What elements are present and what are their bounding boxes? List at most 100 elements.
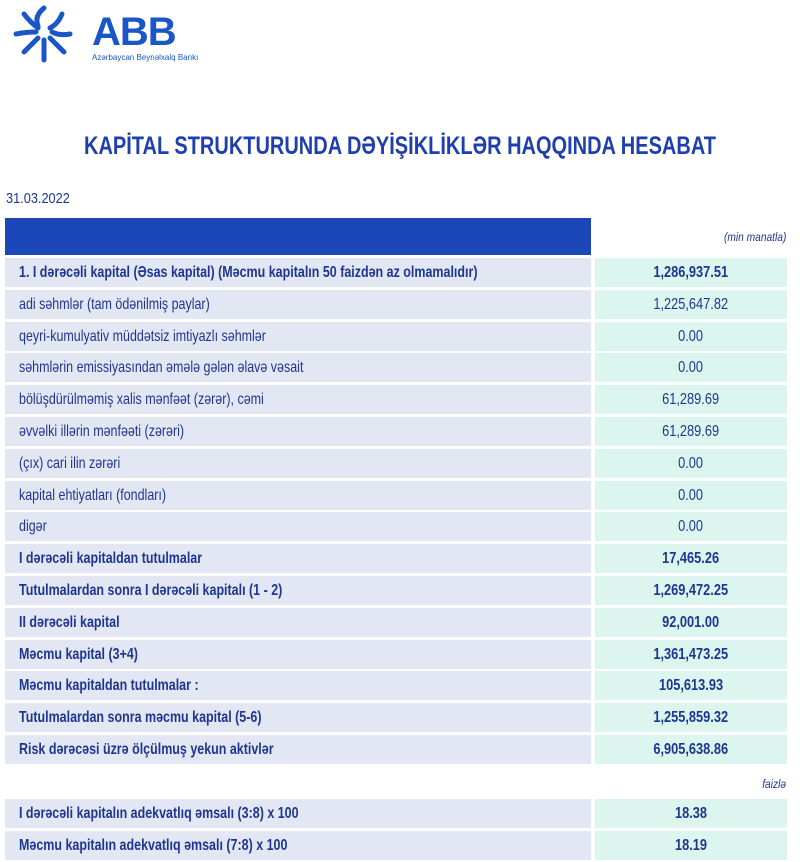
row-value-cell: 0.00 — [595, 321, 787, 351]
row-label-cell: 1. I dərəcəli kapital (Əsas kapital) (Mə… — [5, 258, 591, 287]
table-row: əvvəlki illərin mənfəəti (zərəri) 61,289.… — [5, 417, 787, 446]
row-value: 0.00 — [678, 486, 704, 504]
table-row: Tutulmalardan sonra I dərəcəli kapitalı … — [5, 576, 787, 605]
table-row: (çıx) cari ilin zərəri 0.00 — [5, 448, 787, 478]
page-title: KAPİTAL STRUKTURUNDA DƏYİŞİKLİKLƏR HAQQI… — [0, 132, 800, 161]
row-value-cell: 1,269,472.25 — [595, 576, 787, 605]
row-label: əvvəlki illərin mənfəəti (zərəri) — [19, 423, 185, 440]
page-title-text: KAPİTAL STRUKTURUNDA DƏYİŞİKLİKLƏR HAQQI… — [84, 132, 716, 160]
row-value: 0.00 — [678, 454, 704, 472]
row-label-cell: Məcmu kapitaldan tutulmalar : — [5, 671, 591, 701]
row-label: qeyri-kumulyativ müddətsiz imtiyazlı səh… — [19, 327, 266, 345]
row-label: Məcmu kapitaldan tutulmalar : — [19, 677, 199, 695]
row-value-cell: 92,001.00 — [595, 607, 787, 637]
table-row: bölüşdürülməmiş xalis mənfəət (zərər), c… — [5, 385, 787, 415]
row-label: (çıx) cari ilin zərəri — [19, 454, 121, 472]
row-label: I dərəcəli kapitaldan tutulmalar — [19, 550, 203, 568]
row-value-cell: 17,465.26 — [595, 544, 787, 574]
row-value: 18.19 — [674, 837, 708, 854]
row-label: Məcmu kapital (3+4) — [19, 645, 138, 663]
row-value-cell: 1,255,859.32 — [595, 703, 787, 733]
abb-star-icon — [13, 5, 73, 63]
row-value-cell: 6,905,638.86 — [595, 735, 787, 764]
row-value: 1,361,473.25 — [653, 645, 729, 663]
row-label: Tutulmalardan sonra I dərəcəli kapitalı … — [19, 582, 283, 599]
table-row: qeyri-kumulyativ müddətsiz imtiyazlı səh… — [5, 321, 787, 351]
ratio-unit-label: faizlə — [758, 777, 786, 791]
row-label-cell: Tutulmalardan sonra I dərəcəli kapitalı … — [5, 576, 591, 605]
table-row: Məcmu kapitaldan tutulmalar : 105,613.93 — [5, 671, 787, 701]
table-row: 1. I dərəcəli kapital (Əsas kapital) (Mə… — [5, 258, 787, 287]
table-row: digər 0.00 — [5, 512, 787, 542]
row-label: Məcmu kapitalın adekvatlıq əmsalı (7:8) … — [19, 837, 288, 854]
row-value-cell: 1,225,647.82 — [595, 289, 787, 319]
row-label-cell: qeyri-kumulyativ müddətsiz imtiyazlı səh… — [5, 321, 591, 351]
row-label-cell: II dərəcəli kapital — [5, 607, 591, 637]
row-label: Tutulmalardan sonra məcmu kapital (5-6) — [19, 709, 262, 727]
table-row: Məcmu kapital (3+4) 1,361,473.25 — [5, 639, 787, 669]
row-label-cell: səhmlərin emissiyasından əmələ gələn əla… — [5, 353, 591, 383]
row-value-cell: 0.00 — [595, 480, 787, 510]
row-value-cell: 105,613.93 — [595, 671, 787, 701]
unit-label: (min manatla) — [713, 230, 786, 244]
row-label: səhmlərin emissiyasından əmələ gələn əla… — [19, 359, 304, 377]
row-value-cell: 0.00 — [595, 448, 787, 478]
row-label: Risk dərəcəsi üzrə ölçülmuş yekun aktivl… — [19, 741, 274, 758]
table-row: adi səhmlər (tam ödənilmiş paylar) 1,225,… — [5, 289, 787, 319]
report-date: 31.03.2022 — [6, 190, 81, 207]
row-label-cell: digər — [5, 512, 591, 542]
row-value-cell: 0.00 — [595, 353, 787, 383]
table-row: I dərəcəli kapitaldan tutulmalar 17,465.2… — [5, 544, 787, 574]
row-label-cell: Tutulmalardan sonra məcmu kapital (5-6) — [5, 703, 591, 733]
row-label: I dərəcəli kapitalın adekvatlıq əmsalı (… — [19, 805, 299, 822]
row-value: 1,269,472.25 — [653, 582, 729, 599]
row-label-cell: adi səhmlər (tam ödənilmiş paylar) — [5, 289, 591, 319]
row-value: 17,465.26 — [662, 550, 720, 568]
row-label-cell: əvvəlki illərin mənfəəti (zərəri) — [5, 417, 591, 446]
row-label: II dərəcəli kapital — [19, 613, 120, 631]
row-label-cell: I dərəcəli kapitalın adekvatlıq əmsalı (… — [5, 799, 591, 828]
row-label: digər — [19, 518, 47, 536]
row-value: 105,613.93 — [658, 677, 724, 695]
row-label-cell: Risk dərəcəsi üzrə ölçülmuş yekun aktivl… — [5, 735, 591, 764]
table-header — [5, 218, 591, 255]
row-label: adi səhmlər (tam ödənilmiş paylar) — [19, 295, 210, 313]
row-value: 1,286,937.51 — [653, 264, 729, 281]
row-label-cell: (çıx) cari ilin zərəri — [5, 448, 591, 478]
row-value: 1,255,859.32 — [653, 709, 729, 727]
report-date-text: 31.03.2022 — [6, 190, 70, 207]
logo-text: ABB — [92, 10, 177, 54]
abb-logo: ABB Azərbaycan Beynəlxalq Bankı — [4, 2, 198, 64]
row-value-cell: 61,289.69 — [595, 417, 787, 446]
row-value: 92,001.00 — [662, 613, 720, 631]
row-label: 1. I dərəcəli kapital (Əsas kapital) (Mə… — [19, 264, 478, 281]
row-label-cell: Məcmu kapitalın adekvatlıq əmsalı (7:8) … — [5, 831, 591, 860]
row-label: bölüşdürülməmiş xalis mənfəət (zərər), c… — [19, 391, 264, 409]
row-label-cell: Məcmu kapital (3+4) — [5, 639, 591, 669]
row-value: 0.00 — [678, 359, 704, 377]
row-label-cell: bölüşdürülməmiş xalis mənfəət (zərər), c… — [5, 385, 591, 415]
row-value: 61,289.69 — [662, 391, 720, 409]
row-label-cell: kapital ehtiyatları (fondları) — [5, 480, 591, 510]
row-value: 1,225,647.82 — [653, 295, 729, 313]
row-value: 0.00 — [678, 518, 704, 536]
table-row: səhmlərin emissiyasından əmələ gələn əla… — [5, 353, 787, 383]
row-value: 18.38 — [674, 805, 708, 822]
row-value-cell: 18.38 — [595, 799, 787, 828]
row-value: 6,905,638.86 — [653, 741, 729, 758]
table-row: Məcmu kapitalın adekvatlıq əmsalı (7:8) … — [5, 831, 787, 860]
row-value: 61,289.69 — [662, 423, 720, 440]
row-value-cell: 1,286,937.51 — [595, 258, 787, 287]
table-row: kapital ehtiyatları (fondları) 0.00 — [5, 480, 787, 510]
row-label: kapital ehtiyatları (fondları) — [19, 486, 167, 504]
row-value-cell: 1,361,473.25 — [595, 639, 787, 669]
row-label-cell: I dərəcəli kapitaldan tutulmalar — [5, 544, 591, 574]
row-value-cell: 0.00 — [595, 512, 787, 542]
row-value-cell: 61,289.69 — [595, 385, 787, 415]
table-row: Tutulmalardan sonra məcmu kapital (5-6) 1… — [5, 703, 787, 733]
logo-subtitle: Azərbaycan Beynəlxalq Bankı — [92, 53, 199, 62]
unit-label-text: (min manatla) — [723, 230, 786, 244]
table-row: II dərəcəli kapital 92,001.00 — [5, 607, 787, 637]
table-row: Risk dərəcəsi üzrə ölçülmuş yekun aktivl… — [5, 735, 787, 764]
ratio-unit-text: faizlə — [762, 777, 786, 791]
